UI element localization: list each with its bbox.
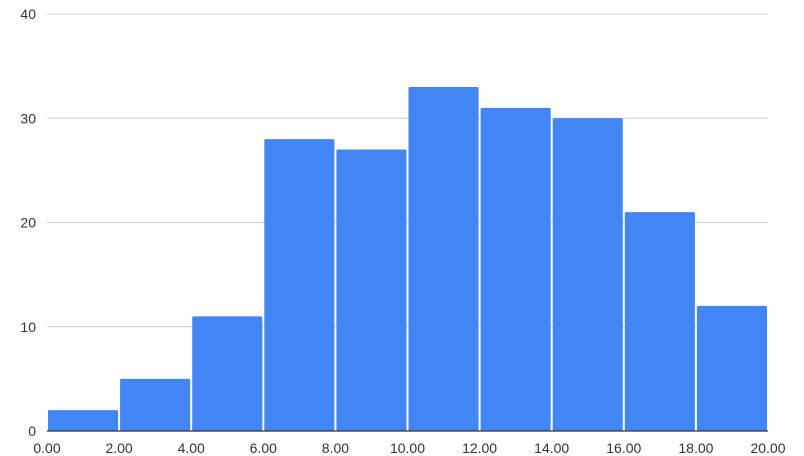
bar-0 <box>48 410 119 431</box>
x-tick-label: 18.00 <box>678 440 713 456</box>
y-tick-label: 10 <box>20 319 36 335</box>
x-tick-label: 2.00 <box>105 440 132 456</box>
bar-6 <box>480 107 551 431</box>
bar-3 <box>264 139 335 431</box>
y-tick-label: 30 <box>20 110 36 126</box>
bar-5 <box>408 86 479 431</box>
bar-7 <box>552 118 623 431</box>
x-tick-labels: 0.00 2.00 4.00 6.00 8.00 10.00 12.00 14.00 16.00… <box>33 440 785 456</box>
x-tick-label: 8.00 <box>322 440 349 456</box>
x-tick-label: 16.00 <box>606 440 641 456</box>
bar-9 <box>696 305 767 431</box>
x-tick-label: 0.00 <box>33 440 60 456</box>
bar-2 <box>192 316 263 431</box>
x-tick-label: 10.00 <box>390 440 425 456</box>
y-tick-labels: 0 10 20 30 40 <box>20 6 36 439</box>
x-tick-label: 6.00 <box>250 440 277 456</box>
bar-4 <box>336 149 407 431</box>
y-tick-label: 0 <box>28 423 36 439</box>
bar-8 <box>624 212 695 431</box>
x-tick-label: 14.00 <box>534 440 569 456</box>
y-tick-label: 20 <box>20 215 36 231</box>
x-tick-label: 4.00 <box>178 440 205 456</box>
bars <box>48 86 767 431</box>
bar-1 <box>120 378 191 431</box>
x-tick-label: 20.00 <box>750 440 785 456</box>
y-tick-label: 40 <box>20 6 36 22</box>
x-tick-label: 12.00 <box>462 440 497 456</box>
